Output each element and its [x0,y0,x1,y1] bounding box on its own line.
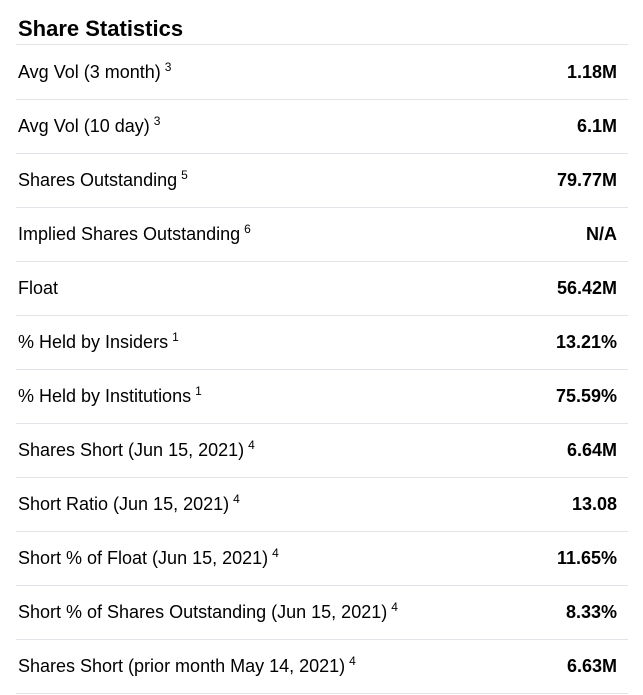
row-label: Avg Vol (10 day) 3 [16,99,531,153]
row-label: Implied Shares Outstanding 6 [16,207,531,261]
table-row: Short Ratio (Jun 15, 2021) 4 13.08 [16,477,628,531]
row-value: 6.1M [576,116,617,136]
footnote-marker: 4 [248,438,255,452]
row-label: Shares Short (Jun 15, 2021) 4 [16,423,531,477]
row-label: % Held by Institutions 1 [16,369,531,423]
row-label-text: Avg Vol (3 month) [18,61,161,82]
share-statistics-table: Avg Vol (3 month) 3 1.18M Avg Vol (10 day… [16,45,628,694]
row-label-text: Avg Vol (10 day) [18,116,150,136]
table-row: Float 56.42M [16,261,628,315]
row-value: N/A [586,224,617,244]
row-value: 13.21% [555,332,617,352]
table-row: Avg Vol (3 month) 3 1.18M [16,45,628,99]
table-row: % Held by Insiders 1 13.21% [16,315,628,369]
row-label: Short Ratio (Jun 15, 2021) 4 [16,477,531,531]
row-label: Float [16,261,531,315]
table-row: Implied Shares Outstanding 6 N/A [16,207,628,261]
footnote-marker: 6 [244,222,251,236]
footnote-marker: 4 [272,546,279,560]
table-row: Avg Vol (10 day) 3 6.1M [16,99,628,153]
table-row: Short % of Shares Outstanding (Jun 15, 2… [16,585,628,639]
row-label-text: Short % of Float (Jun 15, 2021) [18,548,269,568]
row-label-text: % Held by Institutions [18,386,192,406]
title-divider [16,44,628,45]
footnote-marker: 1 [195,384,202,398]
row-value: 11.65% [556,548,617,568]
footnote-marker: 1 [172,330,179,344]
row-label-text: Implied Shares Outstanding [18,224,241,244]
table-row: Shares Outstanding 5 79.77M [16,153,628,207]
row-label-text: Shares Short (prior month May 14, 2021) [18,656,346,676]
footnote-marker: 4 [349,654,356,668]
row-value: 6.64M [566,440,617,460]
row-label: Short % of Float (Jun 15, 2021) 4 [16,531,531,585]
footnote-marker: 5 [181,168,188,182]
row-value: 8.33% [565,602,617,622]
row-label-text: Short Ratio (Jun 15, 2021) [18,494,230,514]
row-label: % Held by Insiders 1 [16,315,531,369]
row-value: 13.08 [571,494,617,514]
row-value: 79.77M [556,170,617,190]
row-label-text: % Held by Insiders [18,332,169,352]
row-label-text: Float [18,278,59,298]
footnote-marker: 4 [391,600,398,614]
footnote-marker: 3 [153,114,161,128]
row-value: 1.18M [566,61,617,82]
table-row: % Held by Institutions 1 75.59% [16,369,628,423]
row-label: Short % of Shares Outstanding (Jun 15, 2… [16,585,531,639]
row-label-text: Shares Short (Jun 15, 2021) [18,440,245,460]
section-title: Share Statistics [18,16,184,41]
table-row: Shares Short (Jun 15, 2021) 4 6.64M [16,423,628,477]
footnote-marker: 4 [233,492,240,506]
row-label: Avg Vol (3 month) 3 [16,45,531,99]
row-label-text: Shares Outstanding [18,170,178,190]
row-label: Shares Outstanding 5 [16,153,531,207]
row-label-text: Short % of Shares Outstanding (Jun 15, 2… [18,602,388,622]
row-label: Shares Short (prior month May 14, 2021) 4 [16,639,531,693]
row-value: 6.63M [566,656,617,676]
footnote-marker: 3 [164,59,172,74]
table-row: Shares Short (prior month May 14, 2021) 4… [16,639,628,693]
table-row: Short % of Float (Jun 15, 2021) 4 11.65% [16,531,628,585]
row-value: 75.59% [555,386,617,406]
row-value: 56.42M [556,278,617,298]
